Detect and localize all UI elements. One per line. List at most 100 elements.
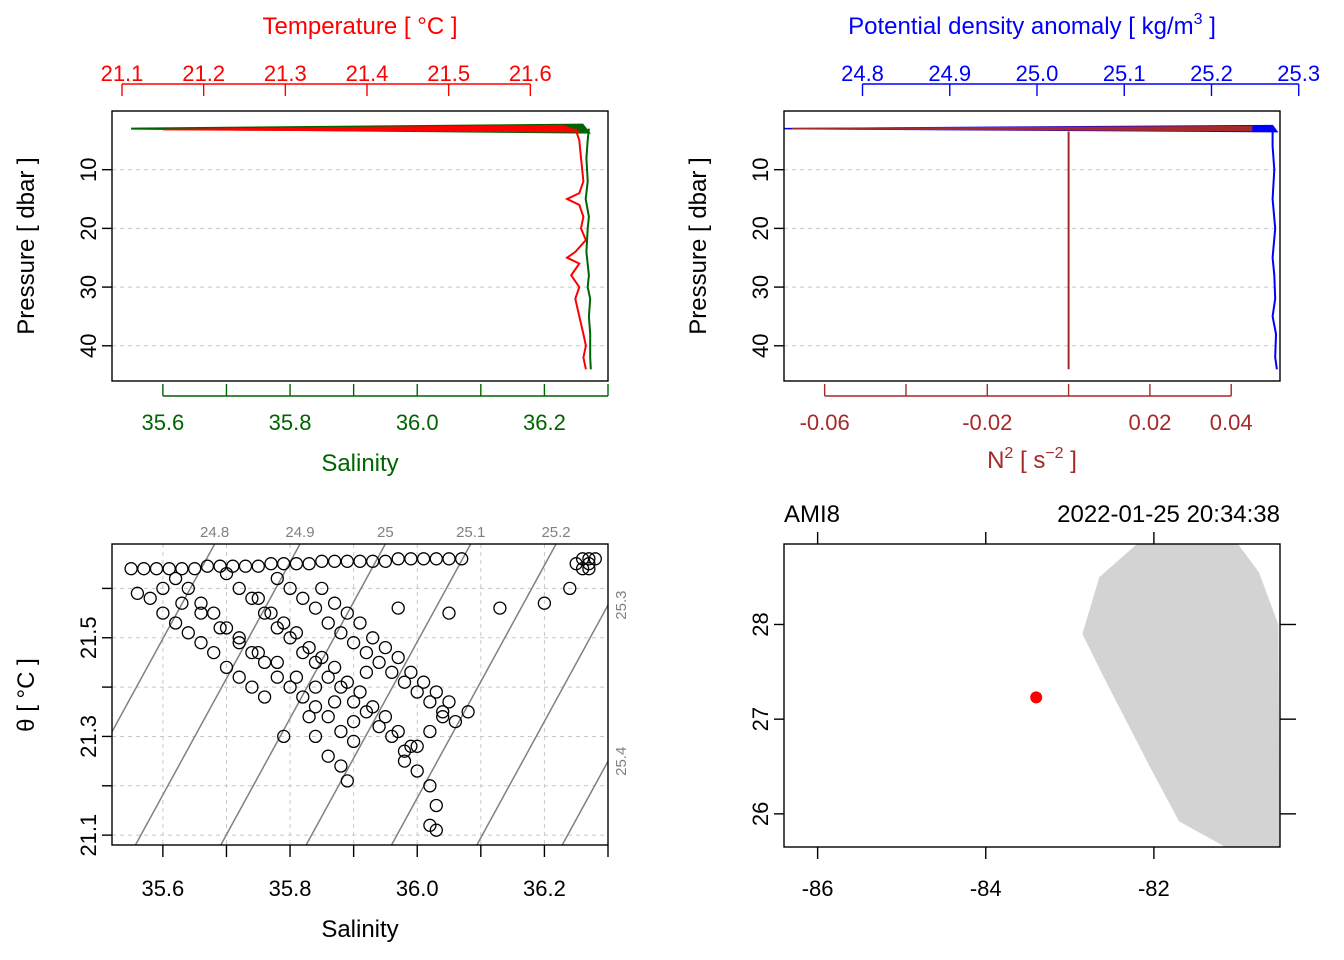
ts-point	[378, 640, 393, 655]
ts-point	[397, 754, 412, 768]
isopycnal-line	[476, 603, 608, 845]
ts-point	[429, 798, 443, 813]
ts-point	[366, 554, 380, 568]
ts-point	[270, 655, 284, 670]
bottom-axis-tick-label: -0.02	[962, 410, 1012, 435]
map-lat-tick-label: 27	[748, 707, 773, 731]
ts-point	[327, 695, 342, 709]
profile-density-panel: 10 20 30 40 24.8 24.9 25.0 25.1 25.2 25.3 -0.06 -0.…	[685, 11, 1320, 474]
ts-point	[582, 552, 596, 566]
ts-point	[245, 680, 259, 694]
ts-point	[346, 714, 361, 729]
ts-point	[410, 764, 424, 778]
bottom-axis-tick-label: 36.0	[396, 410, 439, 435]
ts-point	[455, 552, 469, 566]
ts-point	[569, 557, 583, 571]
isopycnal-label: 24.9	[285, 524, 314, 541]
ts-y-tick-label: 21.1	[76, 814, 101, 857]
temperature-axis-label: Temperature [ °C ]	[263, 13, 458, 40]
ts-point	[308, 700, 323, 714]
ts-point	[264, 606, 278, 620]
ts-point	[423, 724, 437, 739]
bottom-axis-tick-label: 35.6	[141, 410, 184, 435]
ts-points	[124, 552, 602, 837]
ts-point	[277, 557, 291, 571]
ts-point	[442, 606, 456, 620]
ts-point	[340, 774, 354, 788]
ts-x-tick-label: 35.8	[269, 876, 312, 901]
isopycnal-line	[220, 544, 387, 845]
ts-point	[429, 685, 443, 699]
ts-point	[251, 645, 265, 660]
profile-density-frame	[783, 110, 1281, 382]
ts-x-tick-label: 36.0	[396, 876, 439, 901]
ts-point	[175, 596, 189, 610]
ts-point	[277, 616, 291, 630]
ts-point	[156, 606, 170, 620]
top-axis-tick-label: 21.2	[182, 61, 225, 86]
profile-ts-panel: 10 20 30 40 21.1 21.2 21.3 21.4 21.5 21.6 35.6 35.8…	[13, 13, 609, 477]
ts-point	[423, 779, 437, 793]
ts-point	[232, 636, 246, 650]
ts-point	[353, 685, 367, 699]
ts-point	[296, 690, 310, 704]
pressure-tick-label: 40	[76, 334, 101, 358]
ts-point	[391, 650, 405, 665]
land-polygon	[1082, 544, 1280, 847]
bottom-axis-tick-label: 35.8	[269, 410, 312, 435]
isopycnal-label: 25.4	[613, 747, 630, 776]
temperature-surface-spike	[162, 124, 580, 133]
ts-point	[334, 724, 348, 739]
ts-point	[359, 645, 374, 660]
ts-point	[257, 606, 272, 620]
ts-point	[366, 631, 380, 645]
ts-point	[359, 665, 374, 679]
isopycnal-line	[305, 544, 472, 845]
bottom-axis-tick-label: 0.02	[1128, 410, 1171, 435]
ts-point	[327, 554, 342, 568]
ts-point	[340, 606, 354, 620]
ts-diagram-panel: 35.6 35.8 36.0 36.2 21.1 21.3 21.5 24.8 24.9 25 25…	[13, 524, 630, 943]
map-lon-tick-label: -84	[970, 876, 1002, 901]
ts-point	[264, 557, 278, 571]
station-datetime: 2022-01-25 20:34:38	[1057, 501, 1280, 528]
ts-point	[175, 562, 189, 576]
ts-point	[168, 616, 183, 630]
ts-diagram-frame	[111, 543, 609, 846]
ts-point	[404, 665, 418, 679]
isopycnal-label: 25.1	[456, 524, 485, 541]
ts-point	[162, 562, 176, 576]
ts-point	[213, 621, 227, 635]
ts-point	[334, 759, 348, 773]
ts-point	[391, 724, 405, 739]
ts-point	[391, 552, 405, 566]
ts-point	[277, 729, 291, 744]
ts-point	[156, 581, 170, 596]
ts-point	[251, 591, 265, 605]
profile-density-axes: 10 20 30 40 24.8 24.9 25.0 25.1 25.2 25.3 -0.06 -0.…	[748, 61, 1320, 435]
ts-point	[257, 690, 272, 704]
ts-point	[251, 559, 265, 573]
ts-point	[232, 631, 246, 645]
ts-point	[207, 606, 221, 620]
ts-point	[416, 552, 431, 566]
density-axis-label: Potential density anomaly [ kg/m3 ]	[848, 11, 1216, 40]
ts-point	[283, 680, 297, 694]
top-axis-tick-label: 25.3	[1277, 61, 1320, 86]
pressure-tick-label: 30	[748, 275, 773, 299]
ts-point	[442, 552, 456, 566]
profile-density-grid	[784, 169, 1280, 347]
ts-point	[289, 626, 304, 640]
bottom-axis-tick-label: 36.2	[523, 410, 566, 435]
ts-point	[219, 621, 234, 635]
ts-point	[308, 680, 323, 694]
ts-point	[423, 695, 437, 709]
map-axes: -86 -84 -82 26 27 28	[748, 532, 1296, 901]
bottom-axis-tick-label: -0.06	[800, 410, 850, 435]
ts-point	[442, 695, 456, 709]
ts-point	[321, 616, 335, 630]
ts-point	[353, 616, 367, 630]
top-axis-tick-label: 24.9	[928, 61, 971, 86]
ts-point	[436, 710, 450, 724]
